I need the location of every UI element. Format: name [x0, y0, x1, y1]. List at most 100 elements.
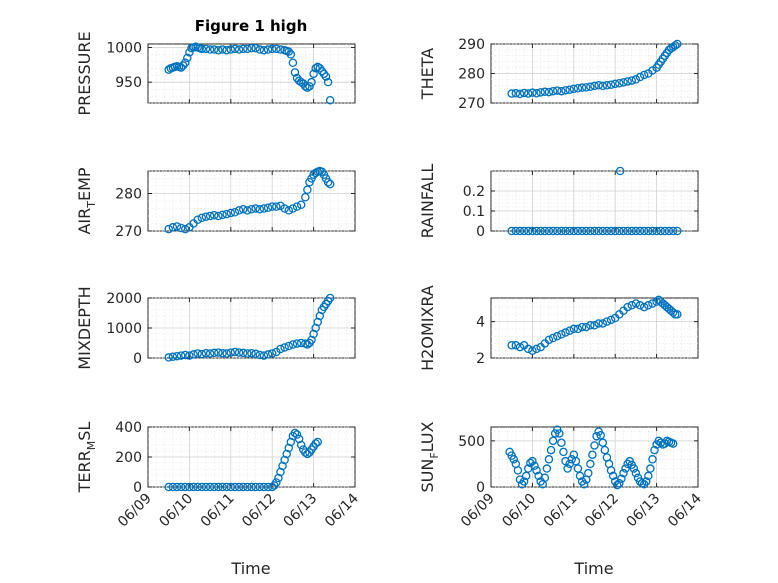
data-point [652, 226, 661, 236]
data-point [528, 226, 537, 236]
y-tick-label: 1000 [106, 321, 142, 337]
data-point [635, 301, 645, 310]
y-tick-label: 500 [458, 434, 485, 450]
data-point [296, 200, 306, 209]
grid [148, 297, 355, 359]
data-point [540, 226, 550, 236]
series-markers [507, 39, 682, 99]
data-point [571, 456, 581, 466]
data-point [226, 482, 236, 492]
data-point [594, 81, 603, 90]
data-point [272, 478, 281, 487]
data-point [259, 204, 269, 213]
data-point [222, 349, 231, 358]
y-axis-label-rest: EMP [75, 167, 94, 201]
data-point [309, 69, 318, 79]
y-axis-label-main: MIXDEPTH [75, 286, 94, 369]
data-point [230, 44, 240, 54]
data-point [565, 326, 574, 335]
x-tick-label: 06/09 [458, 491, 498, 531]
y-axis-label-main: RAINFALL [418, 164, 437, 239]
data-point [646, 464, 655, 473]
y-tick-label: 2000 [106, 291, 142, 307]
data-point [193, 215, 202, 224]
data-point [639, 302, 649, 312]
data-point [606, 226, 616, 236]
data-point [176, 351, 186, 360]
data-point [555, 429, 564, 438]
data-point [243, 482, 252, 492]
y-tick-label: 280 [458, 67, 485, 83]
data-point [185, 351, 194, 360]
data-point [586, 82, 595, 92]
data-point [613, 480, 622, 490]
data-point [561, 328, 570, 337]
data-point [577, 322, 587, 332]
data-point [189, 350, 198, 359]
data-point [619, 468, 628, 478]
data-point [321, 72, 331, 81]
data-point [602, 317, 612, 326]
data-point [290, 428, 300, 438]
data-point [544, 87, 554, 97]
data-point [561, 86, 570, 95]
data-point [673, 310, 682, 319]
data-point [301, 192, 310, 202]
data-point [610, 226, 620, 236]
data-point [670, 41, 680, 50]
data-point [168, 352, 178, 362]
data-point [218, 210, 227, 220]
data-point [193, 482, 202, 492]
data-point [615, 479, 624, 488]
data-point [247, 204, 256, 214]
data-point [176, 482, 186, 492]
data-point [201, 212, 211, 221]
subplot-5: 0 1000 2000 MIXDEPTH [75, 286, 356, 370]
data-point [507, 226, 516, 236]
data-point [305, 82, 314, 91]
data-point [209, 210, 219, 220]
data-point [602, 226, 612, 236]
data-point [276, 344, 285, 354]
data-point [222, 209, 231, 219]
data-point [552, 86, 562, 95]
data-point [226, 45, 236, 54]
data-point [648, 226, 657, 236]
data-point [565, 85, 574, 94]
data-point [617, 474, 626, 483]
data-point [635, 226, 645, 236]
y-tick-label: 0.1 [463, 204, 485, 220]
y-tick-label: 0 [476, 480, 485, 496]
y-axis-label-subscript: T [85, 201, 98, 209]
data-point [205, 45, 215, 54]
data-point [521, 471, 531, 481]
data-point [205, 211, 215, 221]
data-point [615, 166, 625, 176]
grid [148, 426, 355, 488]
data-point [255, 204, 265, 214]
data-point [519, 477, 529, 486]
data-point [584, 468, 593, 478]
data-point [532, 344, 541, 354]
data-point [251, 482, 260, 492]
data-point [313, 437, 322, 447]
data-point [234, 482, 244, 492]
data-point [238, 348, 248, 358]
data-point [610, 79, 620, 89]
data-point [619, 226, 628, 236]
data-point [172, 482, 182, 492]
data-point [263, 350, 273, 359]
data-point [586, 226, 595, 236]
data-point [548, 86, 558, 96]
data-point [311, 439, 320, 448]
x-tick-label: 06/11 [541, 491, 581, 531]
data-point [567, 455, 576, 464]
data-point [573, 464, 583, 473]
series-markers [507, 295, 682, 355]
x-tick-label: 06/13 [281, 491, 321, 531]
data-point [251, 43, 260, 53]
y-tick-label: 2 [476, 351, 485, 367]
data-point [168, 482, 178, 492]
data-point [292, 202, 302, 211]
data-point [172, 351, 182, 361]
